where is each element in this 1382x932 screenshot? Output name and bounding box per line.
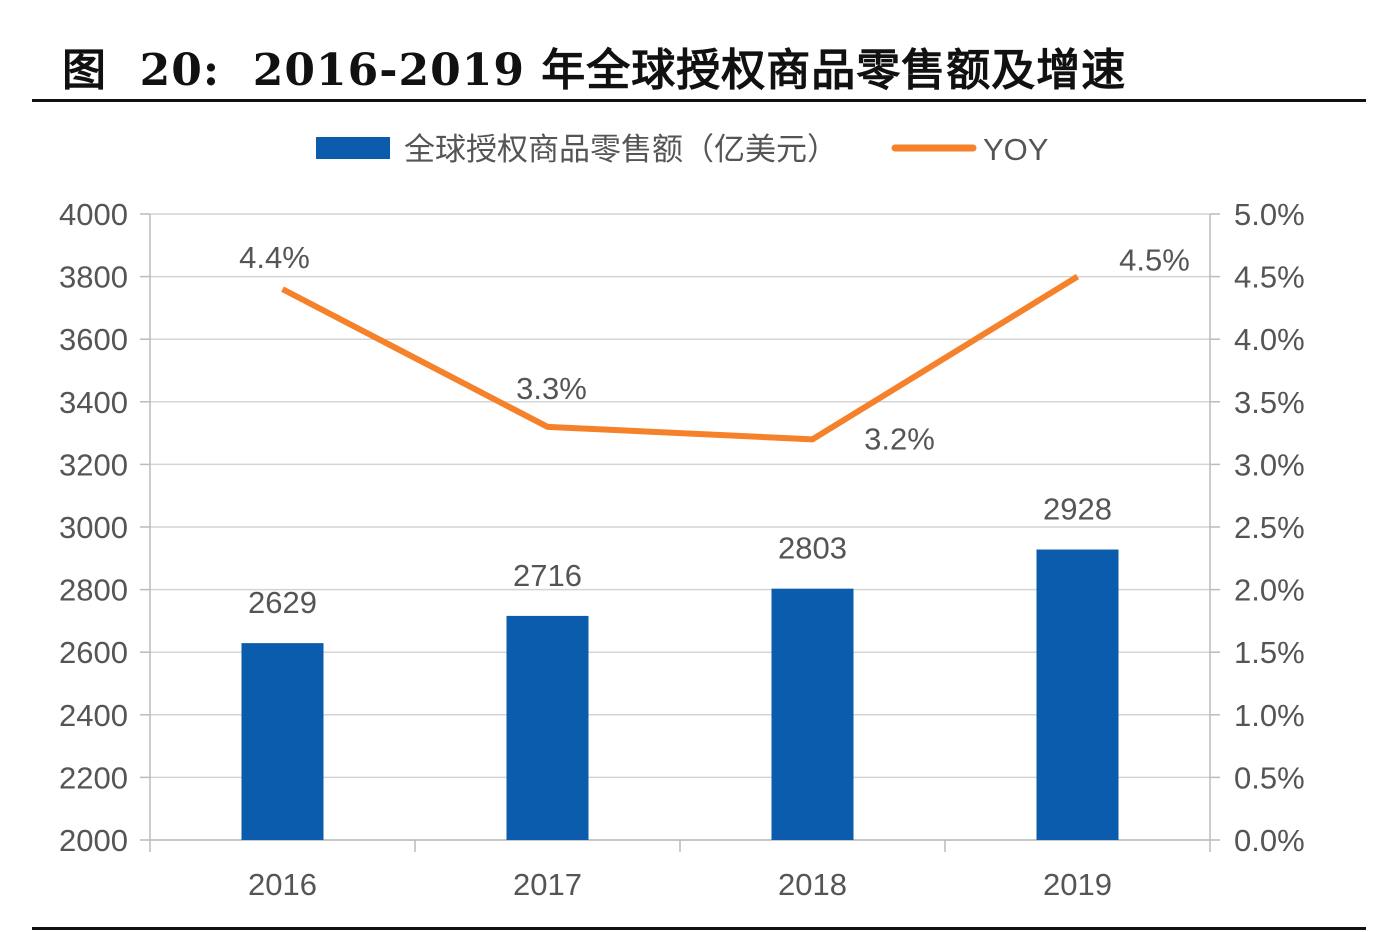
right-tick-label: 0.5% — [1234, 760, 1305, 795]
x-tick-label: 2018 — [778, 867, 847, 902]
bar-label: 2928 — [1043, 492, 1112, 527]
left-tick-label: 3000 — [59, 510, 128, 545]
right-tick-label: 2.0% — [1234, 573, 1305, 608]
right-tick-label: 4.0% — [1234, 322, 1305, 357]
x-tick-label: 2017 — [513, 867, 582, 902]
left-tick-label: 4000 — [59, 197, 128, 232]
x-tick-label: 2019 — [1043, 867, 1112, 902]
legend-bar-label: 全球授权商品零售额（亿美元） — [404, 132, 838, 167]
legend-line-label: YOY — [983, 132, 1048, 167]
right-tick-label: 0.0% — [1234, 823, 1305, 858]
left-tick-label: 3800 — [59, 260, 128, 295]
legend-bar-swatch — [316, 137, 390, 159]
left-tick-label: 2000 — [59, 823, 128, 858]
left-tick-label: 2200 — [59, 760, 128, 795]
bar-label: 2716 — [513, 558, 582, 593]
right-tick-label: 1.0% — [1234, 698, 1305, 733]
right-tick-label: 3.5% — [1234, 385, 1305, 420]
line-label: 4.4% — [239, 240, 310, 275]
title-rule — [32, 99, 1366, 102]
left-tick-label: 2400 — [59, 698, 128, 733]
bar-label: 2803 — [778, 531, 847, 566]
bar — [1036, 549, 1119, 840]
right-tick-label: 2.5% — [1234, 510, 1305, 545]
bar-label: 2629 — [248, 585, 317, 620]
left-tick-label: 2600 — [59, 635, 128, 670]
left-tick-label: 3200 — [59, 447, 128, 482]
line-label: 3.3% — [516, 371, 587, 406]
figure-title: 图 20: 2016-2019 年全球授权商品零售额及增速 — [62, 45, 1127, 96]
right-tick-label: 5.0% — [1234, 197, 1305, 232]
right-tick-label: 1.5% — [1234, 635, 1305, 670]
bar — [241, 643, 324, 840]
yoy-line — [281, 274, 1080, 443]
bottom-rule — [32, 927, 1366, 930]
right-tick-label: 4.5% — [1234, 260, 1305, 295]
line-label: 3.2% — [864, 421, 935, 456]
right-tick-label: 3.0% — [1234, 447, 1305, 482]
left-tick-label: 3400 — [59, 385, 128, 420]
left-tick-label: 3600 — [59, 322, 128, 357]
x-tick-label: 2016 — [248, 867, 317, 902]
bar — [506, 615, 589, 840]
legend: 全球授权商品零售额（亿美元） YOY — [316, 132, 1048, 167]
left-tick-label: 2800 — [59, 573, 128, 608]
bar — [771, 588, 854, 840]
line-label: 4.5% — [1119, 243, 1190, 278]
